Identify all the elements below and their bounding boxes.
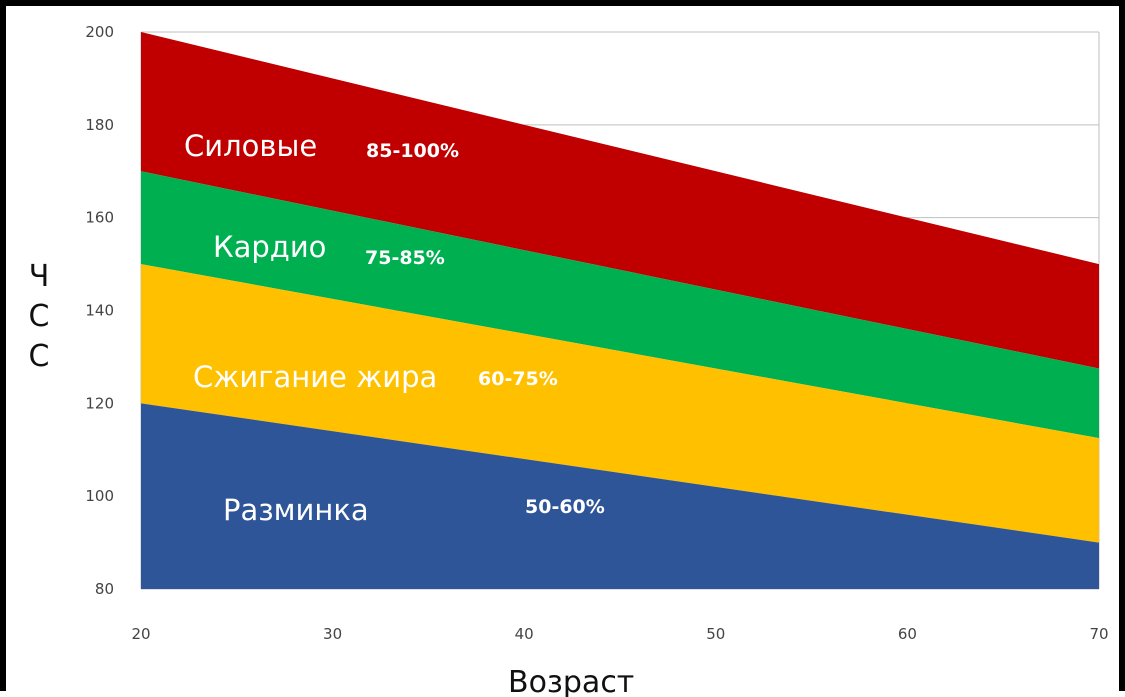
y-tick-label: 100: [85, 487, 114, 505]
y-tick-label: 140: [85, 302, 114, 320]
x-tick-label: 50: [706, 625, 725, 643]
zone-name-label: Кардио: [213, 230, 326, 264]
y-tick-label: 180: [85, 116, 114, 134]
x-axis-title: Возраст: [508, 665, 634, 697]
zone-area-2: [141, 264, 1099, 543]
zone-percent-label: 85-100%: [366, 140, 459, 162]
zone-area-1: [141, 171, 1099, 439]
zone-percent-label: 50-60%: [525, 496, 605, 518]
x-tick-label: 60: [898, 625, 917, 643]
x-tick-label: 30: [323, 625, 342, 643]
y-tick-label: 200: [85, 23, 114, 41]
zone-name-label: Разминка: [223, 493, 369, 527]
y-tick-label: 80: [95, 580, 114, 598]
x-tick-label: 20: [131, 625, 150, 643]
zone-percent-label: 60-75%: [478, 368, 558, 390]
zone-areas: [141, 32, 1099, 589]
x-tick-labels: 20 30 40 50 60 70: [131, 625, 1108, 643]
zone-name-label: Сжигание жира: [193, 360, 437, 394]
y-tick-label: 120: [85, 394, 114, 412]
zone-name-label: Силовые: [184, 129, 317, 163]
zone-area-3: [141, 403, 1099, 589]
zone-percent-label: 75-85%: [365, 247, 445, 269]
y-tick-labels: 80 100 120 140 160 180 200: [85, 23, 114, 598]
zone-labels: Силовые 85-100% Кардио 75-85% Сжигание жира 6…: [184, 129, 605, 527]
x-tick-label: 40: [515, 625, 534, 643]
zone-area-0: [141, 32, 1099, 369]
y-tick-label: 160: [85, 209, 114, 227]
heart-rate-zone-chart: 80 100 120 140 160 180 200 20 30 40 50 60 70 Силовы…: [29, 23, 1109, 697]
x-tick-label: 70: [1089, 625, 1108, 643]
